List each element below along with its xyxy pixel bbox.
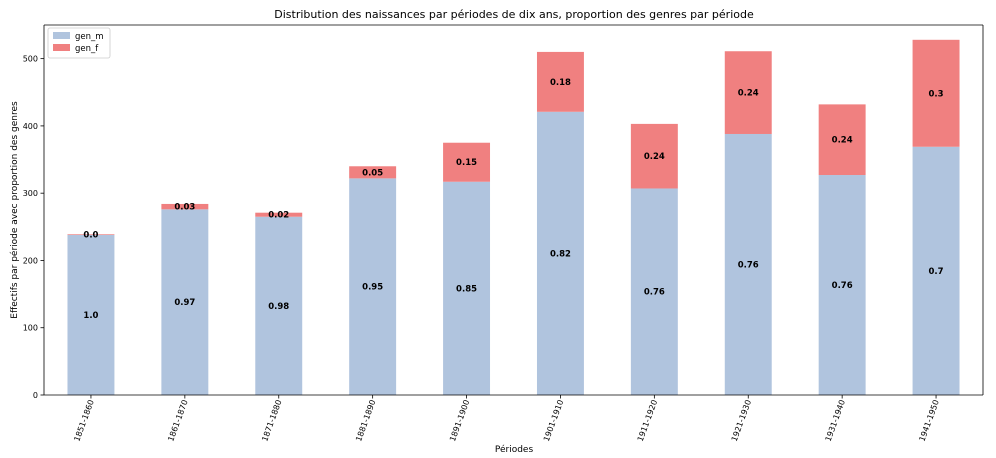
data-label-gen_m-1941-1950: 0.7 [929, 267, 944, 277]
y-tick-label-500: 500 [23, 55, 38, 64]
data-label-gen_f-1921-1930: 0.24 [738, 89, 759, 99]
data-label-gen_f-1941-1950: 0.3 [929, 89, 944, 99]
bar-gen_f-1941-1950 [912, 39, 960, 147]
bar-gen_f-1871-1880 [255, 212, 303, 217]
x-tick-label-1891-1900: 1891-1900 [448, 399, 471, 443]
bar-gen_m-1941-1950 [912, 146, 960, 395]
bar-gen_f-1851-1860 [67, 234, 115, 235]
legend-label-gen_f: gen_f [75, 44, 99, 54]
bar-gen_m-1871-1880 [255, 216, 303, 395]
data-label-gen_m-1881-1890: 0.95 [362, 283, 383, 293]
bar-gen_m-1931-1940 [818, 175, 866, 395]
x-tick-label-1941-1950: 1941-1950 [918, 399, 941, 443]
bar-gen_f-1911-1920 [630, 123, 678, 189]
data-label-gen_m-1851-1860: 1.0 [83, 311, 98, 321]
data-label-gen_m-1921-1930: 0.76 [738, 260, 759, 270]
x-tick-label-1931-1940: 1931-1940 [824, 399, 847, 443]
bar-gen_f-1861-1870 [161, 203, 209, 210]
y-tick-label-400: 400 [23, 122, 38, 131]
x-tick-label-1861-1870: 1861-1870 [166, 399, 189, 443]
bar-gen_m-1891-1900 [443, 181, 491, 395]
plot-area: 1.0 0.0 0.97 0.03 0.98 0.02 0.95 0.05 0.85 0.15 0.… [23, 24, 984, 443]
data-label-gen_f-1851-1860: 0.0 [83, 231, 98, 241]
y-tick-label-300: 300 [23, 189, 38, 198]
legend: gen_m gen_f [47, 27, 111, 59]
bar-gen_m-1861-1870 [161, 209, 209, 395]
data-label-gen_f-1901-1910: 0.18 [550, 78, 571, 88]
data-label-gen_m-1911-1920: 0.76 [644, 288, 665, 298]
x-tick-label-1911-1920: 1911-1920 [636, 399, 659, 443]
legend-swatch-gen_f [53, 44, 70, 51]
data-label-gen_f-1931-1940: 0.24 [832, 136, 853, 146]
y-tick-label-200: 200 [23, 256, 38, 265]
bar-gen_f-1901-1910 [536, 51, 584, 112]
x-tick-label-1851-1860: 1851-1860 [72, 399, 95, 443]
data-label-gen_f-1881-1890: 0.05 [362, 168, 383, 178]
x-axis-title: Périodes [495, 444, 534, 455]
legend-swatch-gen_m [53, 32, 70, 39]
data-label-gen_f-1861-1870: 0.03 [174, 203, 195, 213]
data-label-gen_m-1931-1940: 0.76 [832, 281, 853, 291]
y-tick-label-100: 100 [23, 324, 38, 333]
bar-gen_m-1921-1930 [724, 133, 772, 395]
data-label-gen_f-1871-1880: 0.02 [268, 211, 289, 221]
data-label-gen_m-1891-1900: 0.85 [456, 284, 477, 294]
data-label-gen_f-1891-1900: 0.15 [456, 158, 477, 168]
chart-title: Distribution des naissances par périodes… [274, 8, 754, 21]
bar-gen_f-1881-1890 [349, 166, 397, 179]
bar-gen_f-1891-1900 [443, 142, 491, 182]
bar-gen_m-1911-1920 [630, 188, 678, 395]
data-label-gen_m-1901-1910: 0.82 [550, 249, 571, 259]
bar-gen_f-1931-1940 [818, 104, 866, 176]
data-label-gen_m-1861-1870: 0.97 [174, 298, 195, 308]
data-label-gen_m-1871-1880: 0.98 [268, 302, 289, 312]
x-tick-label-1881-1890: 1881-1890 [354, 399, 377, 443]
x-tick-label-1921-1930: 1921-1930 [730, 399, 753, 443]
y-axis-title: Effectifs par période avec proportion de… [9, 101, 20, 319]
bar-gen_m-1901-1910 [536, 111, 584, 396]
legend-label-gen_m: gen_m [75, 32, 104, 42]
x-tick-label-1901-1910: 1901-1910 [542, 399, 565, 443]
y-tick-label-0: 0 [33, 391, 38, 400]
bar-gen_m-1851-1860 [67, 234, 115, 395]
data-label-gen_f-1911-1920: 0.24 [644, 152, 665, 162]
bar-gen_m-1881-1890 [349, 178, 397, 395]
x-tick-label-1871-1880: 1871-1880 [260, 399, 283, 443]
bar-gen_f-1921-1930 [724, 51, 772, 134]
